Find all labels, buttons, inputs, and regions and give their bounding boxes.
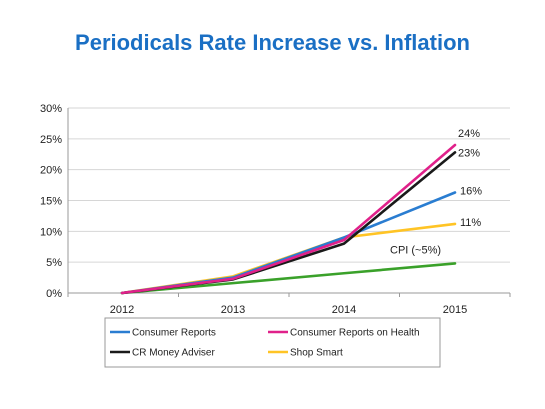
data-label: CPI (~5%): [390, 244, 441, 256]
legend-label: Consumer Reports on Health: [290, 328, 420, 339]
legend-label: Shop Smart: [290, 348, 343, 359]
y-tick-label: 30%: [40, 103, 62, 115]
legend-box: [104, 317, 441, 368]
legend-label: Consumer Reports: [132, 328, 216, 339]
y-tick-label: 10%: [40, 226, 62, 238]
data-label: 23%: [458, 147, 480, 159]
series-line: [120, 143, 457, 295]
x-tick-labels: 2012 2013 2014 2015: [110, 304, 467, 316]
y-tick-label: 20%: [40, 165, 62, 177]
legend: Consumer Reports Consumer Reports on Heal…: [104, 317, 441, 368]
data-label: 11%: [460, 217, 481, 229]
y-tick-label: 25%: [40, 134, 62, 146]
series-lines: [120, 143, 457, 295]
data-label: 16%: [460, 185, 482, 197]
y-tick-label: 5%: [46, 257, 62, 269]
x-tick-label: 2015: [443, 304, 467, 316]
axes: [67, 108, 511, 297]
x-tick-label: 2014: [332, 304, 356, 316]
chart-title: Periodicals Rate Increase vs. Inflation: [75, 30, 470, 55]
x-tick-label: 2013: [221, 304, 245, 316]
x-tick-label: 2012: [110, 304, 134, 316]
end-labels: 16% 24% 23% 11% CPI (~5%): [390, 128, 482, 256]
series-line: [120, 262, 457, 295]
y-tick-label: 0%: [46, 288, 62, 300]
y-tick-label: 15%: [40, 196, 62, 208]
legend-label: CR Money Adviser: [132, 348, 215, 359]
series-line: [120, 151, 457, 295]
grid-lines: [68, 107, 510, 263]
data-label: 24%: [458, 128, 480, 140]
y-tick-labels: 0% 5% 10% 15% 20% 25% 30%: [40, 103, 62, 300]
